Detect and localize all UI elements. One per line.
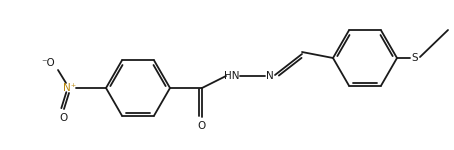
Text: O: O — [60, 113, 68, 123]
Text: ⁻O: ⁻O — [41, 58, 55, 68]
Text: N: N — [266, 71, 274, 81]
Text: N⁺: N⁺ — [64, 83, 77, 93]
Text: S: S — [412, 53, 418, 63]
Text: O: O — [198, 121, 206, 131]
Text: HN: HN — [224, 71, 240, 81]
